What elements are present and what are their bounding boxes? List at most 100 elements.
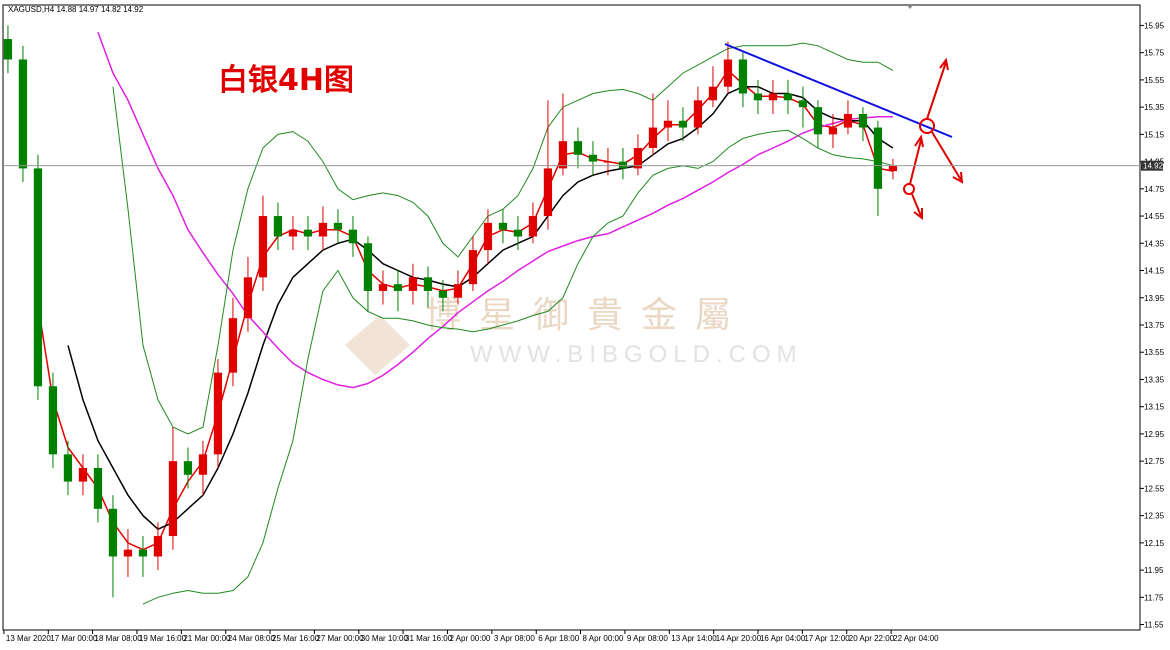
- x-tick-label: 21 Mar 00:00: [183, 634, 231, 643]
- candle-body: [648, 127, 658, 148]
- y-tick-label: 15.35: [1144, 103, 1165, 112]
- candle-body: [708, 86, 718, 101]
- y-tick-label: 12.35: [1144, 512, 1165, 521]
- x-tick-label: 6 Apr 18:00: [538, 634, 579, 643]
- candle-body: [468, 250, 478, 285]
- y-tick-label: 12.95: [1144, 430, 1165, 439]
- candle-body: [738, 59, 748, 94]
- chart-title: 白银4H图: [218, 63, 354, 98]
- x-tick-label: 13 Apr 14:00: [671, 634, 717, 643]
- candle-body: [888, 165, 898, 172]
- candle-body: [498, 222, 508, 230]
- candle-body: [213, 372, 223, 455]
- y-tick-label: 15.15: [1144, 130, 1165, 139]
- candle-body: [813, 107, 823, 135]
- y-tick-label: 13.15: [1144, 403, 1165, 412]
- arrow: [909, 134, 924, 185]
- y-tick-label: 14.55: [1144, 212, 1165, 221]
- annotations: [724, 43, 964, 220]
- candle-body: [828, 127, 838, 135]
- candle-body: [78, 467, 88, 482]
- candle-body: [48, 386, 58, 455]
- y-tick-label: 12.55: [1144, 484, 1165, 493]
- x-tick-label: 22 Apr 04:00: [893, 634, 939, 643]
- candle-body: [348, 229, 358, 244]
- y-tick-label: 11.95: [1144, 566, 1164, 575]
- candle-body: [288, 229, 298, 237]
- y-tick-label: 14.15: [1144, 267, 1165, 276]
- series-layer: [3, 25, 898, 605]
- price-label-bg: [1141, 160, 1163, 171]
- candle-body: [3, 39, 13, 60]
- candle-body: [108, 508, 118, 557]
- arrow: [926, 57, 949, 120]
- candle-body: [63, 454, 73, 482]
- candle-body: [678, 120, 688, 128]
- candle-body: [618, 161, 628, 169]
- candle-body: [663, 120, 673, 128]
- candle-body: [543, 168, 553, 217]
- candle-body: [33, 168, 43, 387]
- x-tick-label: 9 Apr 08:00: [627, 634, 668, 643]
- candle-body: [588, 154, 598, 162]
- arrow: [931, 131, 964, 184]
- candle-body: [198, 454, 208, 475]
- y-tick-label: 14.75: [1144, 185, 1165, 194]
- candle-body: [318, 222, 328, 237]
- candle-body: [483, 222, 493, 251]
- shift-marker: [906, 4, 914, 9]
- candle-body: [408, 277, 418, 291]
- y-tick-label: 13.75: [1144, 321, 1165, 330]
- x-tick-label: 19 Mar 16:00: [139, 634, 187, 643]
- y-tick-label: 14.35: [1144, 239, 1165, 248]
- x-tick-label: 27 Mar 00:00: [316, 634, 364, 643]
- candle-body: [513, 229, 523, 237]
- y-tick-label: 11.75: [1144, 593, 1164, 602]
- x-tick-label: 30 Mar 10:00: [361, 634, 409, 643]
- x-tick-label: 13 Mar 2020: [6, 634, 51, 643]
- candle-body: [273, 216, 283, 237]
- y-tick-label: 15.55: [1144, 76, 1165, 85]
- candle-body: [753, 93, 763, 101]
- candle-body: [93, 467, 103, 509]
- candle-body: [303, 229, 313, 237]
- watermark-url: WWW.BIBGOLD.COM: [470, 341, 803, 368]
- marker-circle: [903, 183, 915, 195]
- candle-body: [18, 59, 28, 169]
- header: XAGUSD,H4 14.88 14.97 14.82 14.92: [8, 5, 144, 14]
- candle-body: [453, 284, 463, 298]
- indicator-line: [67, 85, 894, 531]
- y-tick-label: 12.75: [1144, 457, 1165, 466]
- candle-body: [573, 141, 583, 155]
- arrow: [911, 193, 923, 220]
- x-tick-label: 16 Apr 04:00: [760, 634, 806, 643]
- candle-body: [153, 536, 163, 557]
- x-tick-label: 18 Mar 08:00: [95, 634, 143, 643]
- candle-body: [168, 461, 178, 537]
- candle-body: [558, 141, 568, 169]
- candle-body: [858, 113, 868, 128]
- x-tick-label: 2 Apr 00:00: [449, 634, 490, 643]
- x-tick-label: 14 Apr 20:00: [716, 634, 762, 643]
- candle-body: [423, 277, 433, 291]
- candle-body: [243, 277, 253, 319]
- candle-body: [138, 549, 148, 557]
- logo: [345, 315, 410, 375]
- candle-body: [183, 461, 193, 475]
- x-tick-label: 20 Apr 22:00: [849, 634, 895, 643]
- x-tick-label: 25 Mar 16:00: [272, 634, 320, 643]
- x-tick-label: 31 Mar 16:00: [405, 634, 453, 643]
- indicator-line: [97, 31, 893, 389]
- indicator-line: [112, 42, 894, 435]
- y-tick-label: 15.95: [1144, 21, 1165, 30]
- candle-body: [228, 318, 238, 373]
- candle-body: [333, 222, 343, 230]
- x-tick-label: 24 Mar 08:00: [228, 634, 276, 643]
- y-tick-label: 12.15: [1144, 539, 1165, 548]
- candle-body: [258, 216, 268, 278]
- watermark: 博星御貴金屬: [425, 295, 749, 336]
- y-tick-label: 13.55: [1144, 348, 1165, 357]
- y-tick-label: 13.95: [1144, 294, 1165, 303]
